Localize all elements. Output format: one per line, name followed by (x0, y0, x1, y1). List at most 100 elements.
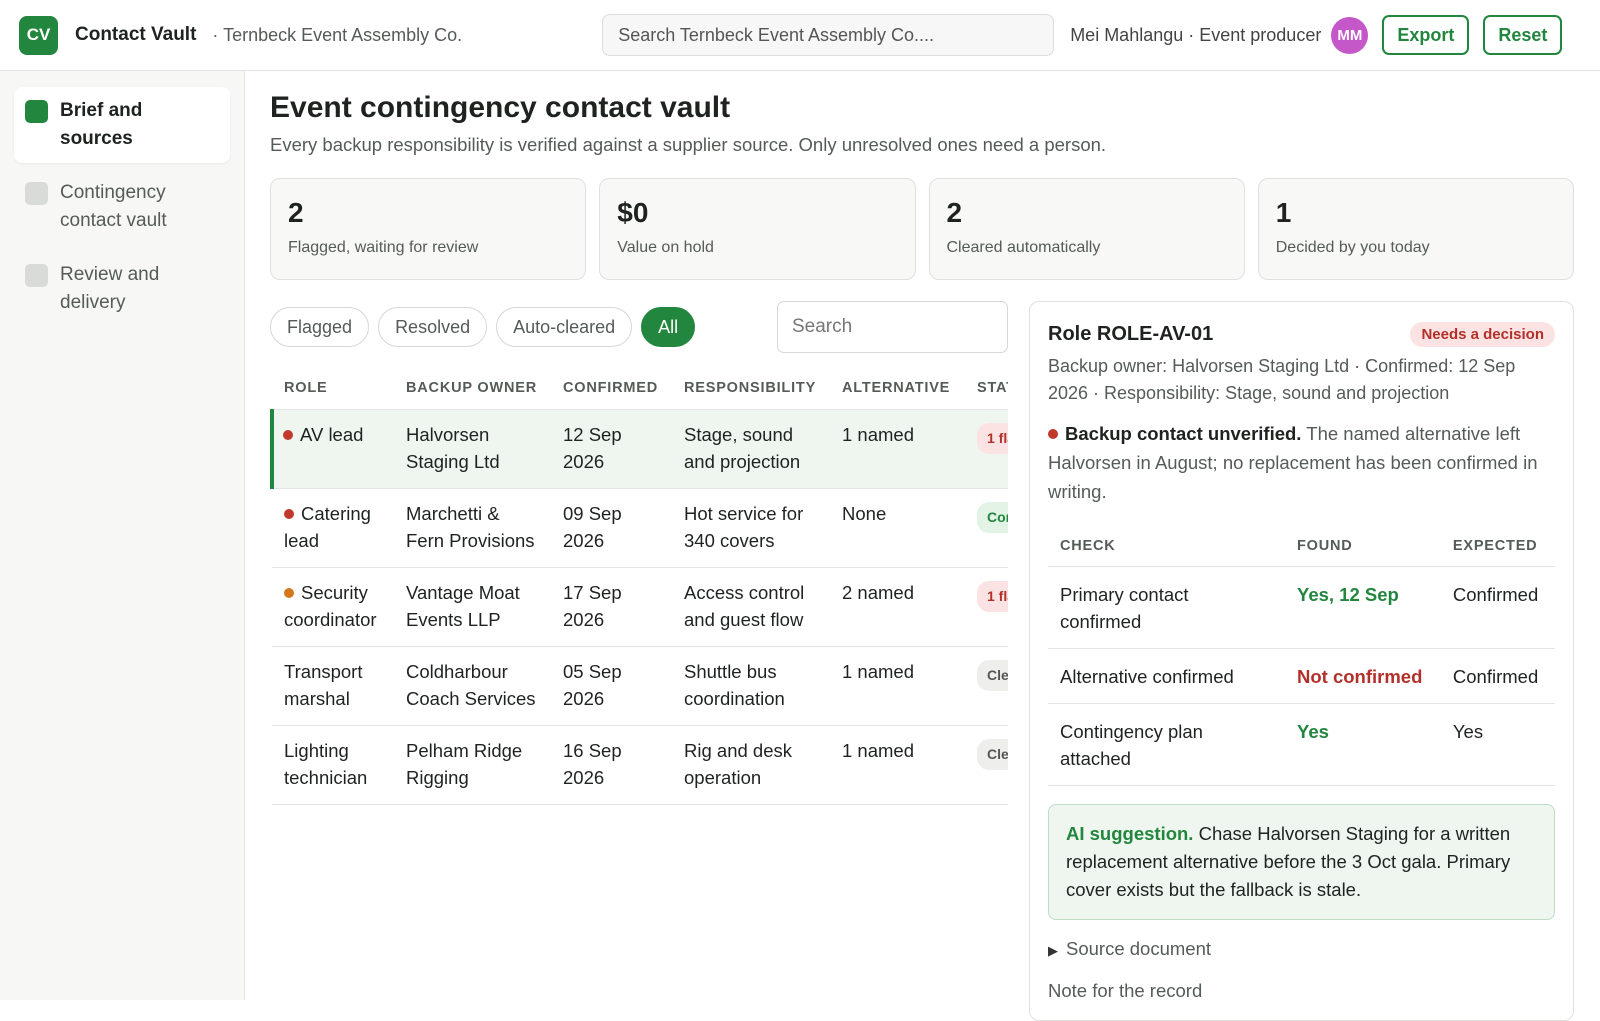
app-name: Contact Vault (75, 24, 197, 45)
list-pane: Flagged Resolved Auto-cleared All Search ROL… (270, 301, 1008, 1021)
table-row[interactable]: Lighting technician Pelham Ridge Rigging 1… (272, 725, 1008, 805)
status-pill: Cleared (977, 660, 1008, 691)
check-row: Contingency plan attached Yes Yes (1048, 703, 1555, 786)
cell-text: Lighting technician (284, 740, 368, 788)
global-search[interactable]: Search Ternbeck Event Assembly Co.... (602, 14, 1055, 56)
check-cell: Yes (1285, 703, 1441, 786)
nav-icon (25, 264, 48, 287)
nav-item[interactable]: Contingency contact vault (14, 169, 230, 245)
page-title: Event contingency contact vault (270, 91, 731, 124)
filter-chip[interactable]: Flagged (270, 307, 370, 347)
check-column-header: EXPECTED (1440, 520, 1555, 567)
ai-text: Chase Halvorsen Staging for a written re… (1066, 823, 1511, 900)
stats: 2 Flagged, waiting for review $0 Value on h… (270, 178, 1574, 280)
check-table: CHECK FOUND EXPECTED Primary contact confi… (1048, 520, 1555, 786)
check-column-header: FOUND (1285, 520, 1441, 567)
table-cell: 16 Sep 2026 (551, 725, 672, 805)
ai-suggestion: AI suggestion. Chase Halvorsen Staging f… (1048, 804, 1555, 920)
cell-text: Hot service for 340 covers (684, 503, 804, 551)
detail-panel: Role ROLE-AV-01 Needs a decision Backup … (1029, 301, 1574, 1021)
ai-label: AI suggestion. (1066, 823, 1194, 844)
lower: Flagged Resolved Auto-cleared All Search ROL… (270, 301, 1574, 1021)
table-cell: Confirmed (965, 488, 1008, 568)
check-cell: Alternative confirmed (1048, 648, 1285, 704)
status-pill: 1 flag (977, 423, 1008, 454)
check-cell: Yes, 12 Sep (1285, 566, 1441, 649)
reset-button[interactable]: Reset (1483, 15, 1563, 55)
nav-label: Brief and sources (60, 100, 143, 149)
check-row: Primary contact confirmed Yes, 12 Sep Conf… (1048, 566, 1555, 649)
stat-value: $0 (617, 197, 649, 228)
filters: Flagged Resolved Auto-cleared All Search (270, 301, 1008, 353)
check-body: Primary contact confirmed Yes, 12 Sep Conf… (1048, 566, 1555, 786)
stat-card: 2 Flagged, waiting for review (270, 178, 587, 280)
caret: ▶ (1048, 943, 1058, 958)
export-button[interactable]: Export (1382, 15, 1470, 55)
cell-text: AV lead (300, 424, 364, 445)
table-cell: Rig and desk operation (672, 725, 830, 805)
nav-icon (25, 182, 48, 205)
source-toggle[interactable]: ▶ Source document (1048, 938, 1555, 960)
check-cell: Primary contact confirmed (1048, 566, 1285, 649)
alert-dot (1048, 429, 1058, 439)
body: {"header":{"logo":"CV","app_name":"Conta… (0, 14, 1600, 1021)
note-label: Note for the record (1048, 980, 1203, 1001)
status-pill: 1 flag (977, 581, 1008, 612)
table-cell: 1 named (830, 409, 965, 489)
detail-meta: Backup owner: Halvorsen Staging Ltd · Co… (1048, 356, 1516, 403)
user-name: Mei Mahlangu · Event producer (1070, 24, 1322, 45)
stat-card: 1 Decided by you today (1257, 178, 1574, 280)
nav-item[interactable]: Review and delivery (14, 251, 230, 327)
cell-text: 1 named (842, 424, 914, 445)
stat-label: Decided by you today (1275, 239, 1430, 256)
stat-label: Cleared automatically (946, 239, 1101, 256)
filter-chip[interactable]: All (641, 307, 696, 347)
check-header-row: CHECK FOUND EXPECTED (1048, 520, 1555, 567)
table-search[interactable]: Search (777, 301, 1008, 353)
filter-chip[interactable]: Auto-cleared (496, 307, 633, 347)
cell-text: 17 Sep 2026 (563, 582, 622, 630)
source-label: Source document (1066, 938, 1212, 959)
table-wrap: ROLE BACKUP OWNER CONFIRMED RESPONSIBILITY A… (270, 367, 1008, 805)
table-cell: Coldharbour Coach Services (394, 646, 551, 726)
cell-text: Vantage Moat Events LLP (406, 582, 520, 630)
cell-text: 1 named (842, 661, 914, 682)
table-body: AV lead Halvorsen Staging Ltd 12 Sep 2026 S… (270, 409, 1008, 805)
table-cell: Marchetti & Fern Provisions (394, 488, 551, 568)
header-row: ROLE BACKUP OWNER CONFIRMED RESPONSIBILITY A… (272, 367, 1008, 410)
table-row[interactable]: Catering lead Marchetti & Fern Provisions… (272, 488, 1008, 568)
cell-text: Stage, sound and projection (684, 424, 801, 472)
cell-text: 1 named (842, 740, 914, 761)
table-cell: Transport marshal (272, 646, 394, 726)
table-cell: Cleared (965, 725, 1008, 805)
check-row: Alternative confirmed Not confirmed Confir… (1048, 648, 1555, 704)
cell-text: Marchetti & Fern Provisions (406, 503, 535, 551)
layout: Brief and sources Contingency contact va… (0, 71, 1600, 1021)
table-cell: Stage, sound and projection (672, 409, 830, 489)
cell-text: Rig and desk operation (684, 740, 792, 788)
cell-text: 09 Sep 2026 (563, 503, 622, 551)
table-cell: None (830, 488, 965, 568)
status-pill: Cleared (977, 739, 1008, 770)
table-cell: 1 named (830, 725, 965, 805)
cell-text: Catering lead (284, 503, 371, 551)
detail-title: Role ROLE-AV-01 (1048, 323, 1214, 345)
stat-value: 1 (1275, 197, 1292, 228)
avatar[interactable]: MM (1331, 16, 1369, 54)
table-cell: Pelham Ridge Rigging (394, 725, 551, 805)
table-row[interactable]: Security coordinator Vantage Moat Events … (272, 567, 1008, 647)
filter-chip[interactable]: Resolved (378, 307, 488, 347)
table-row[interactable]: AV lead Halvorsen Staging Ltd 12 Sep 2026 S… (270, 409, 1008, 489)
table-cell: Hot service for 340 covers (672, 488, 830, 568)
table-row[interactable]: Transport marshal Coldharbour Coach Servi… (272, 646, 1008, 726)
table-cell: Shuttle bus coordination (672, 646, 830, 726)
column-header: RESPONSIBILITY (672, 367, 830, 410)
nav-item[interactable]: Brief and sources (14, 87, 230, 163)
cell-text: Shuttle bus coordination (684, 661, 785, 709)
detail-header: Role ROLE-AV-01 Needs a decision (1048, 322, 1555, 347)
cell-text: Access control and guest flow (684, 582, 805, 630)
stat-value: 2 (946, 197, 963, 228)
table-cell: 1 flag (965, 567, 1008, 647)
table-cell: Lighting technician (272, 725, 394, 805)
table-cell: 17 Sep 2026 (551, 567, 672, 647)
